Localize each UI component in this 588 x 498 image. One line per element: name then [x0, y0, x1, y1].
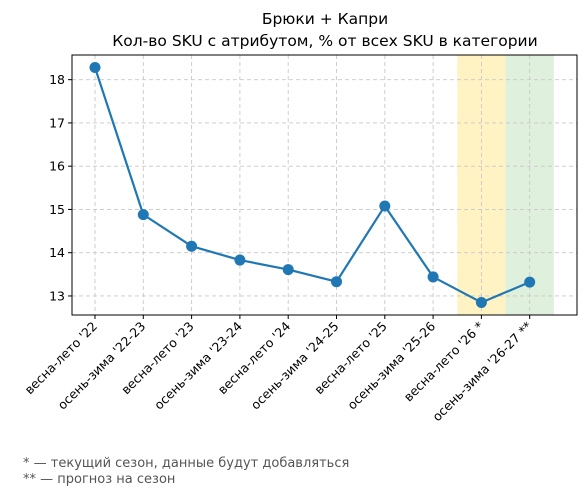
x-tick-label-1: осень-зима '22-23: [54, 319, 148, 413]
x-tick-label-7: осень-зима '25-26: [344, 318, 438, 412]
y-tick-label-0: 13: [49, 288, 65, 303]
data-point-0-1: [137, 209, 149, 221]
series-line-0: [93, 67, 531, 304]
data-point-0-9: [524, 276, 536, 288]
data-point-0-6: [379, 200, 391, 212]
y-tick-label-3: 16: [49, 159, 65, 174]
data-point-0-5: [331, 276, 342, 288]
grid: [72, 55, 577, 315]
data-point-0-8: [475, 296, 487, 308]
data-point-0-3: [234, 254, 246, 266]
plot-frame: [71, 54, 578, 316]
highlight-bands: [457, 55, 554, 315]
data-point-0-0: [89, 62, 101, 74]
chart-title: Брюки + Капри: [262, 10, 388, 28]
series: [89, 62, 536, 308]
x-tick-label-5: осень-зима '24-25: [248, 319, 342, 413]
data-point-0-4: [282, 264, 294, 276]
y-tick-label-5: 18: [49, 72, 65, 87]
y-tick-label-1: 14: [49, 245, 65, 260]
y-axis: 13 14 15 16 17 18: [49, 72, 72, 303]
x-tick-label-3: осень-зима '23-24: [151, 318, 245, 412]
chart-subtitle: Кол-во SKU с атрибутом, % от всех SKU в …: [112, 32, 537, 50]
x-tick-label-9: осень-зима '26-27 **: [429, 319, 535, 425]
y-tick-label-4: 17: [49, 115, 65, 130]
data-point-0-7: [427, 271, 439, 283]
data-point-0-2: [186, 240, 198, 252]
footnote-current-season: * — текущий сезон, данные будут добавлят…: [23, 456, 350, 471]
y-tick-label-2: 15: [49, 202, 65, 217]
footnote-forecast: ** — прогноз на сезон: [23, 472, 176, 487]
